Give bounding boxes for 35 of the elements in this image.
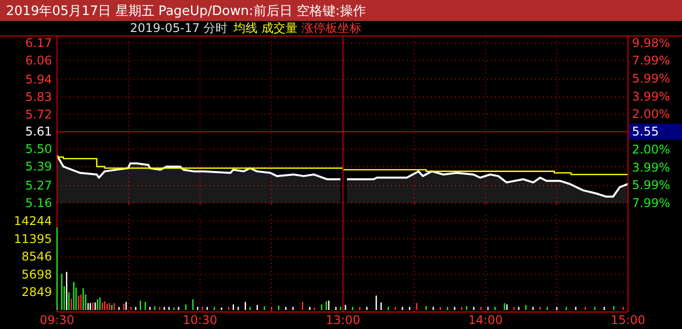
text: 涨停板坐标	[302, 21, 362, 35]
text: 2.00%	[632, 142, 670, 157]
text: 5.99%	[632, 72, 670, 86]
y-tick-label: 5.39	[25, 160, 52, 174]
x-tick-label: 13:00	[326, 313, 360, 327]
y-tick-label: 5.72	[25, 107, 52, 122]
text: 7.99%	[632, 54, 670, 68]
y-tick-label: 8546	[21, 250, 52, 264]
chart-subtitle: 2019-05-17 分时	[130, 21, 228, 35]
text: 5.99%	[632, 178, 670, 192]
y-tick-label: 14244	[14, 214, 52, 228]
y-tick-label: 5.16	[25, 196, 52, 210]
text: 7.99%	[632, 196, 670, 210]
text: 3.99%	[632, 89, 670, 104]
y-tick-label: 5.27	[25, 178, 52, 193]
x-tick-label: 09:30	[40, 313, 74, 327]
text: 3.99%	[632, 160, 670, 174]
x-tick-label: 10:30	[182, 313, 218, 327]
y-tick-label: 6.17	[25, 36, 52, 50]
text: 成交量	[262, 21, 298, 35]
text: 均线	[232, 21, 258, 35]
x-tick-label: 14:00	[468, 313, 503, 327]
x-tick-label: 15:00	[610, 313, 646, 327]
y-tick-label: 11395	[14, 232, 52, 246]
y-tick-label: 5.94	[25, 72, 52, 86]
y-tick-label: 5.61	[25, 124, 52, 139]
y-tick-label: 2849	[21, 285, 52, 300]
y-tick-label: 5698	[21, 267, 52, 282]
y-tick-label: 5.83	[25, 90, 52, 104]
text: 5.55	[632, 124, 659, 139]
y-tick-label: 6.06	[25, 53, 52, 68]
text: 2.00%	[632, 107, 670, 122]
chart-title: 2019年05月17日 星期五 PageUp/Down:前后日 空格键:操作	[6, 4, 366, 19]
y-tick-label: 5.50	[25, 142, 52, 156]
text: 9.98%	[632, 36, 670, 50]
